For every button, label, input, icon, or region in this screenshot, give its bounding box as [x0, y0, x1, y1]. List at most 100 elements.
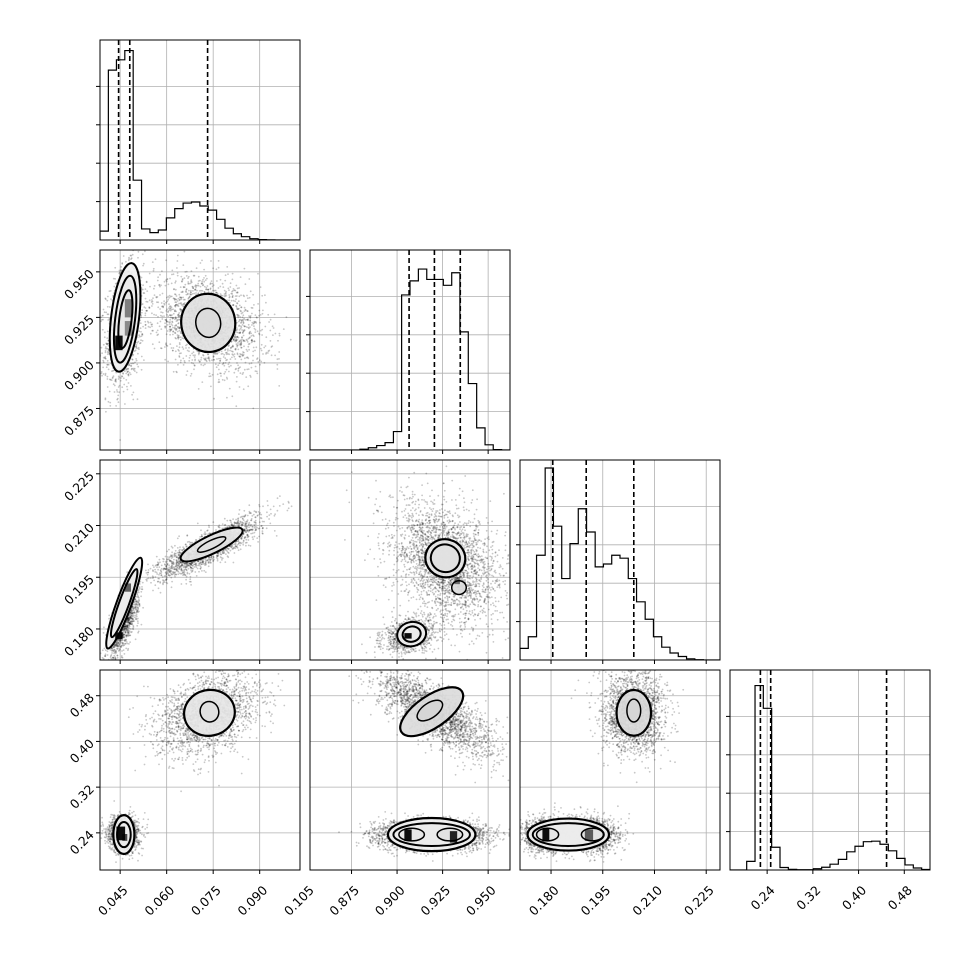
sample-point — [240, 322, 242, 324]
sample-point — [131, 358, 134, 361]
sample-point — [185, 347, 187, 349]
sample-point — [248, 337, 251, 339]
sample-point — [252, 322, 255, 325]
sample-point — [231, 353, 234, 356]
sample-point — [183, 250, 186, 253]
sample-point — [249, 374, 252, 377]
sample-point — [244, 308, 247, 311]
contour-line — [112, 274, 138, 364]
sample-point — [116, 643, 118, 646]
sample-point — [238, 319, 241, 321]
sample-point — [141, 303, 144, 305]
sample-point — [265, 336, 268, 339]
sample-point — [117, 394, 120, 397]
sample-point — [129, 616, 132, 618]
sample-point — [178, 302, 180, 305]
sample-point — [121, 642, 124, 644]
sample-point — [265, 351, 268, 354]
sample-point — [217, 266, 220, 269]
sample-point — [169, 343, 172, 345]
sample-point — [132, 615, 135, 618]
sample-point — [100, 320, 102, 323]
sample-point — [101, 374, 103, 377]
sample-point — [245, 338, 248, 341]
sample-point — [263, 346, 266, 349]
sample-point — [239, 353, 242, 355]
sample-point — [126, 618, 129, 620]
sample-point — [175, 301, 178, 304]
sample-point — [130, 258, 132, 261]
sample-point — [232, 338, 235, 340]
sample-point — [128, 622, 131, 625]
sample-point — [175, 370, 178, 373]
sample-point — [193, 274, 196, 277]
sample-point — [215, 366, 218, 369]
sample-point — [124, 624, 127, 627]
sample-point — [164, 325, 167, 328]
sample-point — [114, 652, 117, 655]
sample-point — [186, 370, 189, 373]
sample-point — [166, 324, 169, 326]
sample-point — [211, 373, 214, 376]
sample-point — [187, 297, 190, 300]
scatter-panel-2-0 — [100, 495, 293, 660]
sample-point — [243, 351, 245, 354]
sample-point — [222, 356, 225, 358]
sample-point — [131, 362, 134, 365]
sample-point — [260, 349, 263, 352]
sample-point — [141, 333, 144, 335]
sample-point — [104, 297, 107, 300]
sample-point — [136, 604, 139, 607]
sample-point — [151, 343, 154, 346]
sample-point — [111, 648, 114, 651]
sample-point — [135, 617, 138, 620]
sample-point — [194, 288, 197, 291]
sample-point — [171, 269, 174, 272]
sample-point — [229, 349, 232, 352]
sample-point — [126, 627, 128, 629]
sample-point — [236, 307, 238, 309]
sample-point — [253, 340, 256, 343]
sample-point — [125, 626, 128, 628]
sample-point — [166, 330, 169, 332]
sample-point — [176, 254, 179, 257]
sample-point — [116, 398, 119, 401]
sample-point — [155, 296, 158, 299]
sample-point — [247, 345, 250, 348]
sample-point — [180, 308, 183, 311]
sample-point — [182, 305, 185, 308]
sample-point — [225, 351, 228, 354]
sample-point — [238, 355, 241, 358]
sample-point — [175, 295, 178, 297]
sample-point — [148, 299, 151, 302]
sample-point — [116, 641, 119, 644]
sample-point — [170, 306, 173, 309]
sample-point — [118, 644, 121, 646]
sample-point — [172, 308, 175, 311]
sample-point — [230, 340, 233, 343]
sample-point — [242, 334, 245, 337]
sample-point — [125, 639, 127, 641]
sample-point — [224, 293, 227, 295]
sample-point — [108, 318, 111, 320]
sample-point — [138, 348, 140, 351]
sample-point — [212, 355, 215, 358]
sample-point — [115, 380, 117, 383]
sample-point — [230, 299, 233, 302]
sample-point — [244, 361, 247, 364]
sample-point — [132, 627, 134, 630]
sample-point — [125, 367, 128, 370]
sample-point — [127, 631, 130, 634]
sample-point — [185, 275, 188, 277]
sample-point — [220, 375, 222, 377]
sample-point — [106, 330, 109, 333]
sample-point — [118, 643, 121, 646]
sample-point — [242, 318, 245, 321]
sample-point — [204, 279, 207, 281]
sample-point — [215, 268, 218, 271]
sample-point — [118, 642, 121, 645]
sample-point — [165, 344, 168, 347]
sample-point — [137, 365, 140, 368]
sample-point — [117, 639, 120, 641]
sample-point — [228, 353, 231, 356]
